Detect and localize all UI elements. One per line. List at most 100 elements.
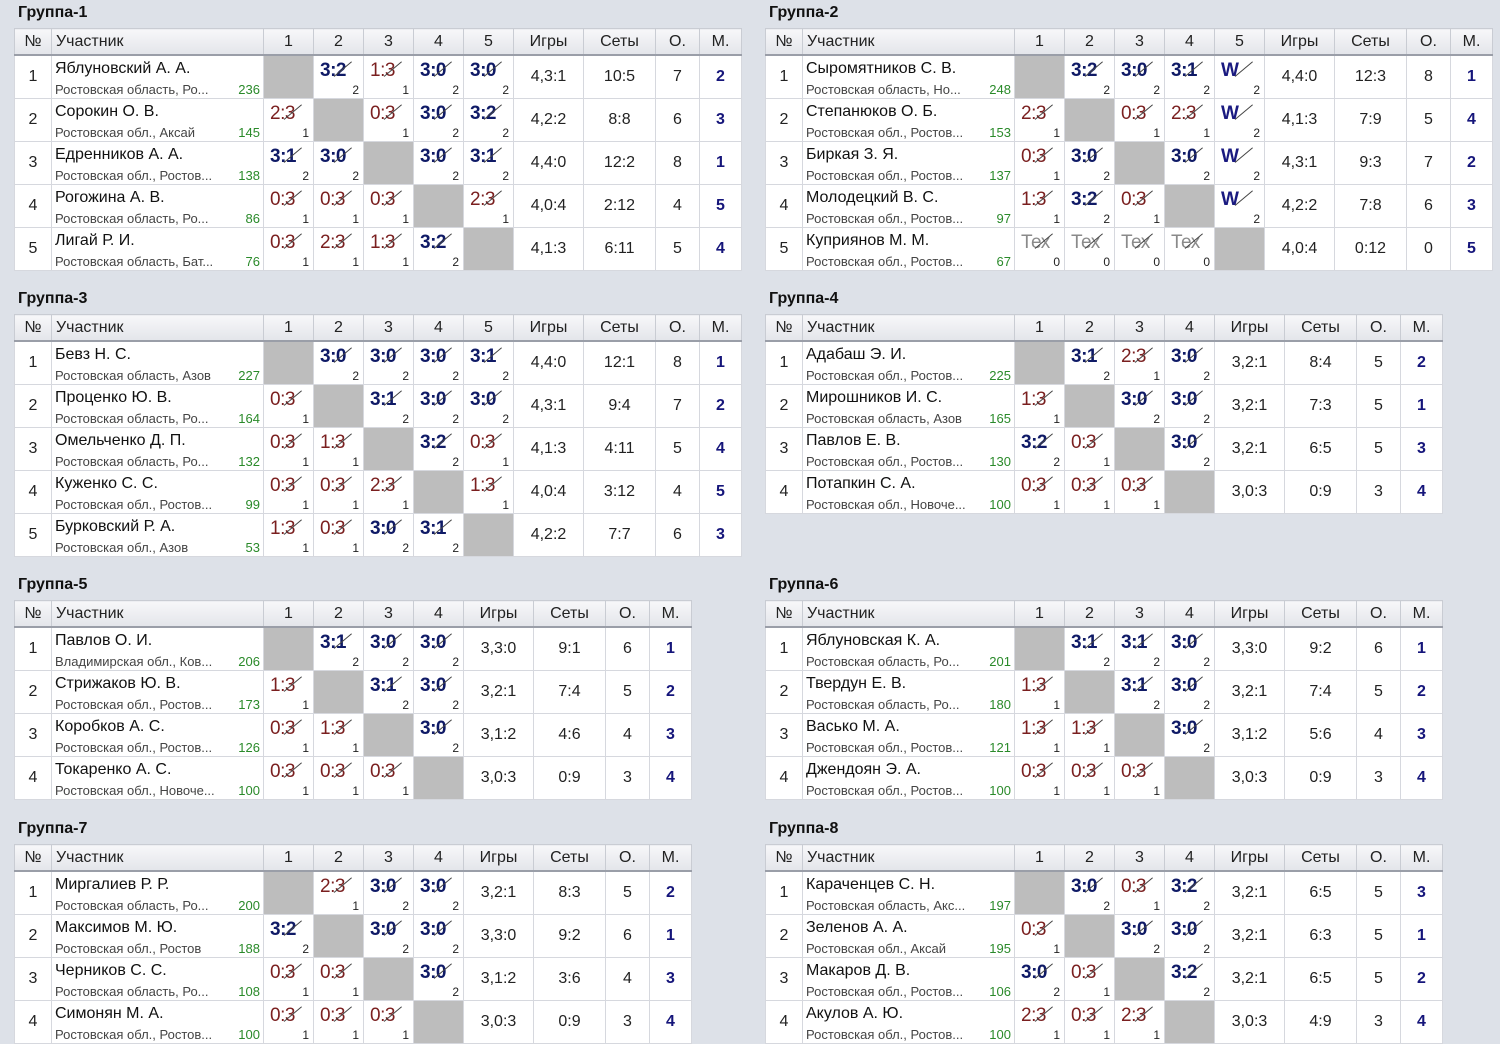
match-score[interactable]: 3:1	[370, 389, 396, 410]
match-score-cell[interactable]: 3:0 2	[413, 340, 464, 385]
match-score-cell[interactable]: 2:3 1	[463, 184, 514, 228]
table-row[interactable]: 3 Черников С. С. Ростовская область, Ро...…	[14, 957, 692, 1001]
column-header-opponent-2[interactable]: 2	[313, 314, 364, 342]
match-score-cell[interactable]: 3:0 2	[1164, 340, 1215, 385]
column-header-opponent-3[interactable]: 3	[1114, 314, 1165, 342]
match-score[interactable]: 3:0	[1171, 389, 1197, 410]
column-header-opponent-5[interactable]: 5	[463, 314, 514, 342]
match-score-cell[interactable]: 3:1 2	[363, 670, 414, 714]
match-score[interactable]: 3:0	[470, 389, 496, 410]
match-score[interactable]: 1:3	[1021, 389, 1046, 410]
match-score-cell[interactable]: 1:3 1	[263, 513, 314, 557]
match-score[interactable]: 3:1	[1071, 346, 1097, 367]
match-score[interactable]: 3:1	[370, 675, 396, 696]
match-score-cell[interactable]: 0:3 1	[1114, 756, 1165, 800]
column-header-opponent-4[interactable]: 4	[1164, 314, 1215, 342]
match-score[interactable]: 0:3	[1021, 919, 1046, 940]
column-header-number[interactable]: №	[14, 844, 52, 872]
match-score[interactable]: 0:3	[1071, 761, 1096, 782]
match-score-cell[interactable]: 0:3 1	[263, 384, 314, 428]
match-score[interactable]: 3:1	[1171, 60, 1197, 81]
match-score-cell[interactable]: 0:3 1	[313, 184, 364, 228]
player-cell[interactable]: Акулов А. Ю. Ростовская обл., Ростов... 10…	[802, 1000, 1015, 1044]
match-score-cell[interactable]: 0:3 1	[363, 98, 414, 142]
match-score-cell[interactable]: 3:0 2	[1164, 384, 1215, 428]
column-header-opponent-4[interactable]: 4	[1164, 28, 1215, 56]
match-score[interactable]: 3:0	[1171, 718, 1197, 739]
table-row[interactable]: 2 Твердун Е. В. Ростовская область, Ро... 1…	[765, 670, 1443, 714]
match-score-cell[interactable]: 1:3 1	[1014, 384, 1065, 428]
match-score[interactable]: 3:0	[420, 876, 446, 897]
match-score-cell[interactable]: 2:3 1	[313, 870, 364, 915]
player-cell[interactable]: Стрижаков Ю. В. Ростовская обл., Ростов..…	[51, 670, 264, 714]
match-score-cell[interactable]: 2:3 1	[263, 98, 314, 142]
match-score[interactable]: 3:0	[1121, 60, 1147, 81]
match-score-cell[interactable]: 0:3 1	[1064, 1000, 1115, 1044]
player-name[interactable]: Адабаш Э. И.	[806, 346, 907, 363]
match-score-cell[interactable]: 3:0 2	[1014, 957, 1065, 1001]
match-score[interactable]: 0:3	[270, 475, 295, 496]
column-header-place[interactable]: М.	[649, 600, 692, 628]
match-score[interactable]: 3:1	[1071, 632, 1097, 653]
match-score-cell[interactable]: 0:3 1	[1114, 184, 1165, 228]
match-score-cell[interactable]: 0:3 1	[1114, 98, 1165, 142]
player-name[interactable]: Сорокин О. В.	[55, 103, 159, 120]
match-score-cell[interactable]: 3:0 2	[413, 670, 464, 714]
match-score-cell[interactable]: 0:3 1	[263, 470, 314, 514]
table-row[interactable]: 4 Джендоян Э. А. Ростовская обл., Ростов..…	[765, 756, 1443, 800]
column-header-place[interactable]: М.	[1450, 28, 1493, 56]
match-score[interactable]: 0:3	[320, 518, 345, 539]
column-header-sets[interactable]: Сеты	[533, 600, 606, 628]
player-name[interactable]: Стрижаков Ю. В.	[55, 675, 181, 692]
column-header-opponent-2[interactable]: 2	[1064, 844, 1115, 872]
match-score-cell[interactable]: 3:0 2	[463, 384, 514, 428]
table-row[interactable]: 1 Павлов О. И. Владимирская обл., Ков... 20…	[14, 626, 692, 671]
match-score-cell[interactable]: 3:2 2	[313, 54, 364, 99]
column-header-opponent-2[interactable]: 2	[313, 600, 364, 628]
column-header-sets[interactable]: Сеты	[1284, 844, 1357, 872]
column-header-points[interactable]: О.	[1406, 28, 1451, 56]
match-score-cell[interactable]: 3:0 2	[413, 713, 464, 757]
player-name[interactable]: Твердун Е. В.	[806, 675, 907, 692]
match-score-cell[interactable]: 0:3 1	[1064, 427, 1115, 471]
player-name[interactable]: Потапкин С. А.	[806, 475, 916, 492]
match-score[interactable]: 0:3	[1071, 432, 1096, 453]
table-row[interactable]: 1 Бевз Н. С. Ростовская область, Азов 227 3:…	[14, 340, 742, 385]
match-score-cell[interactable]: 2:3 1	[1014, 1000, 1065, 1044]
match-score[interactable]: 0:3	[320, 475, 345, 496]
column-header-opponent-4[interactable]: 4	[1164, 844, 1215, 872]
match-score-cell[interactable]: 0:3 1	[313, 513, 364, 557]
match-score[interactable]: 0:3	[470, 432, 495, 453]
match-score-cell[interactable]: 0:3 1	[313, 1000, 364, 1044]
match-score-cell[interactable]: 3:2 2	[1014, 427, 1065, 471]
match-score[interactable]: 3:0	[420, 146, 446, 167]
match-score[interactable]: 0:3	[1071, 475, 1096, 496]
match-score[interactable]: 3:2	[1071, 60, 1097, 81]
match-score[interactable]: 3:0	[1171, 146, 1197, 167]
player-cell[interactable]: Васько М. А. Ростовская обл., Ростов... 12…	[802, 713, 1015, 757]
table-row[interactable]: 4 Симонян М. А. Ростовская обл., Ростов...…	[14, 1000, 692, 1044]
match-score[interactable]: W	[1221, 60, 1239, 81]
match-score[interactable]: 0:3	[1121, 103, 1146, 124]
match-score[interactable]: 3:0	[420, 389, 446, 410]
match-score[interactable]: 3:2	[320, 60, 346, 81]
column-header-sets[interactable]: Сеты	[1284, 600, 1357, 628]
match-score-cell[interactable]: 3:2 2	[1064, 54, 1115, 99]
table-row[interactable]: 4 Токаренко А. С. Ростовская обл., Новоче.…	[14, 756, 692, 800]
column-header-sets[interactable]: Сеты	[583, 28, 656, 56]
table-row[interactable]: 3 Макаров Д. В. Ростовская обл., Ростов...…	[765, 957, 1443, 1001]
match-score[interactable]: 3:1	[1121, 632, 1147, 653]
match-score-cell[interactable]: 3:0 2	[1064, 870, 1115, 915]
match-score-cell[interactable]: 0:3 1	[263, 957, 314, 1001]
match-score-cell[interactable]: 3:1 2	[463, 141, 514, 185]
match-score[interactable]: 3:0	[370, 632, 396, 653]
match-score[interactable]: 3:0	[370, 518, 396, 539]
match-score[interactable]: 1:3	[1021, 675, 1046, 696]
match-score-cell[interactable]: 0:3 1	[263, 713, 314, 757]
player-name[interactable]: Едренников А. А.	[55, 146, 184, 163]
match-score[interactable]: 1:3	[270, 518, 295, 539]
match-score[interactable]: 1:3	[1021, 189, 1046, 210]
player-name[interactable]: Макаров Д. В.	[806, 962, 911, 979]
match-score[interactable]: 0:3	[320, 962, 345, 983]
